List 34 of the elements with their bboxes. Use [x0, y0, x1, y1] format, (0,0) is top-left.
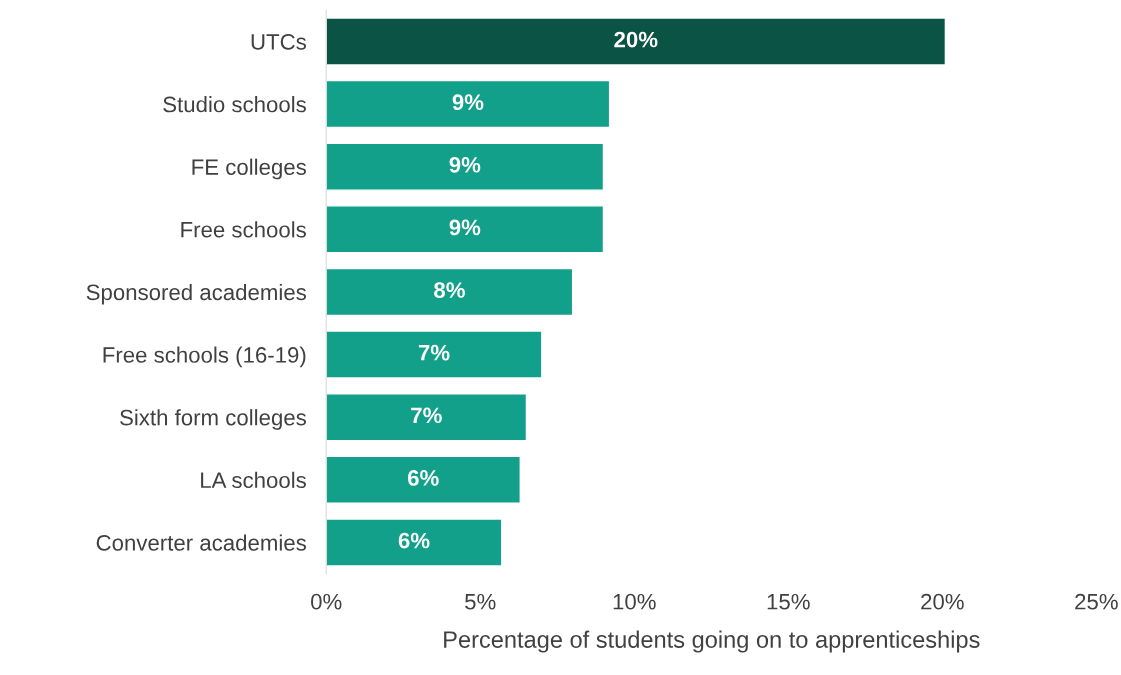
y-tick-label: LA schools [201, 471, 306, 489]
data-label: 9% [449, 156, 481, 173]
bar [326, 79, 611, 129]
data-label: 9% [452, 94, 484, 111]
y-tick-label: UTCs [251, 33, 306, 50]
y-tick-label: Converter academies [96, 534, 306, 551]
data-label: 7% [411, 407, 442, 424]
bar [326, 17, 947, 66]
x-tick-label: 5% [465, 593, 496, 610]
y-tick-label: Free schools [181, 221, 306, 238]
y-tick-label: FE colleges [192, 158, 306, 180]
x-tick-label: 10% [613, 593, 656, 610]
y-tick-label: Studio schools [163, 96, 306, 113]
bar [326, 393, 528, 442]
y-tick-label: Sixth form colleges [120, 409, 306, 430]
data-label: 6% [408, 470, 439, 486]
bar [326, 455, 521, 504]
data-label: 20% [614, 31, 658, 48]
data-label: 8% [434, 282, 465, 298]
bar [326, 205, 605, 254]
data-label: 7% [418, 344, 450, 361]
data-label: 6% [398, 532, 430, 549]
bar [326, 267, 574, 317]
y-tick-label: Free schools (16-19) [103, 346, 306, 368]
y-tick-label: Sponsored academies [86, 283, 306, 305]
x-axis-title: Percentage of students going on to apprenticeships [444, 630, 980, 653]
x-tick-label: 0% [311, 593, 342, 610]
bar [326, 330, 543, 379]
bar [326, 142, 605, 191]
data-label: 9% [449, 219, 481, 236]
x-tick-label: 15% [767, 593, 810, 610]
bar [326, 518, 503, 567]
x-tick-label: 25% [1075, 593, 1118, 610]
x-tick-label: 20% [921, 593, 964, 610]
